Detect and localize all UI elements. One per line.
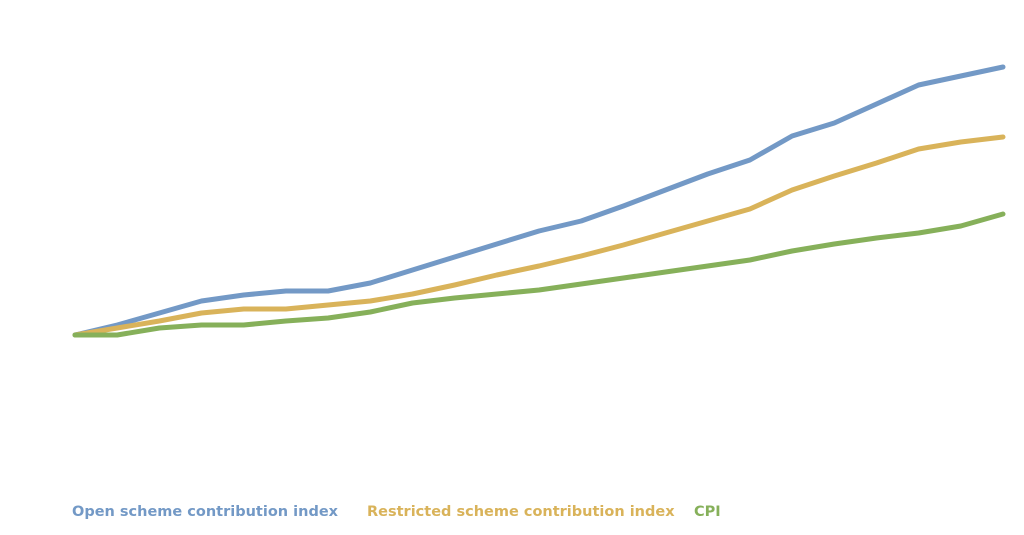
legend-entry: CPI [694,504,721,520]
series-line [72,211,1006,338]
series-line [72,64,1006,338]
legend-entry: Restricted scheme contribution index [367,504,675,520]
series-line [72,134,1006,338]
legend-entry: Open scheme contribution index [72,504,339,520]
